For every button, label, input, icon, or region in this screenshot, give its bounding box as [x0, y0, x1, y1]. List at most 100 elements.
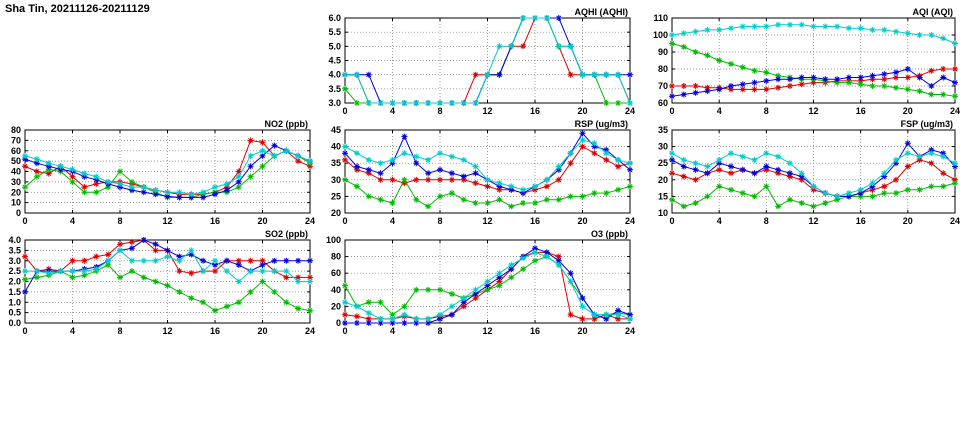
svg-text:12: 12: [482, 326, 492, 336]
svg-text:40: 40: [11, 167, 21, 177]
svg-text:8: 8: [117, 216, 122, 226]
svg-text:16: 16: [210, 326, 220, 336]
axis-labels: 20 25 30 35 40 45 0 4 8 12 16 20 24: [331, 125, 635, 226]
svg-text:20: 20: [903, 216, 913, 226]
series-green: [342, 176, 633, 210]
chart-title: FSP (ug/m3): [901, 119, 953, 129]
svg-text:4.0: 4.0: [328, 70, 341, 80]
svg-text:0: 0: [22, 216, 27, 226]
svg-text:20: 20: [331, 208, 341, 218]
svg-text:16: 16: [530, 326, 540, 336]
svg-text:16: 16: [856, 216, 866, 226]
chart-title: AQI (AQI): [913, 7, 954, 17]
series-red: [342, 143, 633, 197]
svg-text:15: 15: [658, 191, 668, 201]
svg-text:90: 90: [658, 47, 668, 57]
svg-text:4: 4: [717, 106, 722, 116]
svg-text:4: 4: [717, 216, 722, 226]
svg-text:0: 0: [342, 326, 347, 336]
svg-text:25: 25: [658, 158, 668, 168]
axis-labels: 60 70 80 90 100 110 0 4 8 12 16 20 24: [653, 13, 960, 116]
axis-labels: 3.0 3.5 4.0 4.5 5.0 5.5 6.0 0 4 8 12 16 20 24: [328, 13, 635, 116]
svg-text:110: 110: [653, 13, 668, 23]
svg-text:12: 12: [808, 216, 818, 226]
svg-text:8: 8: [764, 216, 769, 226]
series-green: [22, 261, 313, 314]
svg-text:8: 8: [437, 106, 442, 116]
svg-text:24: 24: [625, 216, 635, 226]
svg-text:16: 16: [530, 216, 540, 226]
svg-text:0: 0: [336, 318, 341, 328]
series-cyan: [342, 137, 633, 193]
chart-rsp: 20 25 30 35 40 45 0 4 8 12 16 20 24 RSP (ug/m3): [331, 119, 635, 226]
svg-text:20: 20: [577, 106, 587, 116]
svg-text:8: 8: [117, 326, 122, 336]
svg-text:60: 60: [11, 146, 21, 156]
svg-text:80: 80: [658, 64, 668, 74]
svg-text:3.0: 3.0: [8, 256, 21, 266]
svg-text:24: 24: [625, 326, 635, 336]
svg-text:100: 100: [653, 30, 668, 40]
svg-text:0: 0: [342, 216, 347, 226]
svg-text:12: 12: [808, 106, 818, 116]
chart-aqi: 60 70 80 90 100 110 0 4 8 12 16 20 24 AQI (AQI): [653, 7, 960, 116]
chart-title: O3 (ppb): [591, 229, 628, 239]
svg-text:3.0: 3.0: [328, 98, 341, 108]
svg-text:24: 24: [305, 216, 315, 226]
svg-text:12: 12: [482, 216, 492, 226]
series-cyan: [342, 249, 633, 322]
svg-text:20: 20: [658, 175, 668, 185]
axis-ticks: [24, 129, 311, 214]
svg-text:10: 10: [11, 198, 21, 208]
svg-text:24: 24: [305, 326, 315, 336]
svg-text:3.5: 3.5: [8, 245, 21, 255]
svg-text:30: 30: [331, 175, 341, 185]
svg-text:20: 20: [903, 106, 913, 116]
series-cyan: [22, 247, 313, 285]
axis-labels: 0.00.51.01.52.02.53.03.54.0 0 4 8 12 16 20 24: [8, 235, 315, 336]
chart-title: AQHI (AQHI): [575, 7, 629, 17]
series-cyan: [22, 147, 313, 198]
svg-text:20: 20: [257, 326, 267, 336]
svg-text:0: 0: [669, 106, 674, 116]
svg-text:16: 16: [530, 106, 540, 116]
svg-text:4.0: 4.0: [8, 235, 21, 245]
svg-text:4: 4: [390, 326, 395, 336]
svg-text:0: 0: [16, 208, 21, 218]
svg-text:20: 20: [577, 326, 587, 336]
axis-labels: 10 15 20 25 30 35 0 4 8 12 16 20 24: [658, 125, 960, 226]
chart-title: SO2 (ppb): [265, 229, 308, 239]
svg-text:24: 24: [950, 106, 960, 116]
svg-text:0: 0: [22, 326, 27, 336]
svg-text:5.0: 5.0: [328, 41, 341, 51]
svg-text:70: 70: [11, 135, 21, 145]
series-blue: [669, 66, 958, 100]
svg-text:0.5: 0.5: [8, 308, 21, 318]
svg-text:4.5: 4.5: [328, 56, 341, 66]
svg-text:5.5: 5.5: [328, 27, 341, 37]
grid: [25, 130, 310, 213]
chart-aqhi: 3.0 3.5 4.0 4.5 5.0 5.5 6.0 0 4 8 12 16 20 24 AQHI (AQ…: [328, 7, 635, 116]
svg-text:20: 20: [577, 216, 587, 226]
series-cyan: [669, 150, 958, 200]
page-title: Sha Tin, 20211126-20211129: [5, 3, 150, 15]
svg-text:6.0: 6.0: [328, 13, 341, 23]
series-green: [669, 180, 958, 210]
svg-text:8: 8: [437, 326, 442, 336]
svg-text:12: 12: [162, 326, 172, 336]
svg-text:4: 4: [390, 216, 395, 226]
series-blue: [342, 245, 633, 326]
svg-text:1.5: 1.5: [8, 287, 21, 297]
svg-text:3.5: 3.5: [328, 84, 341, 94]
chart-o3: 0 20 40 60 80 100 0 4 8 12 16 20 24 O3 (ppb): [326, 229, 635, 336]
svg-text:4: 4: [70, 326, 75, 336]
svg-text:20: 20: [257, 216, 267, 226]
svg-text:8: 8: [437, 216, 442, 226]
svg-text:50: 50: [11, 156, 21, 166]
svg-text:40: 40: [331, 285, 341, 295]
svg-text:0: 0: [342, 106, 347, 116]
svg-text:60: 60: [658, 98, 668, 108]
